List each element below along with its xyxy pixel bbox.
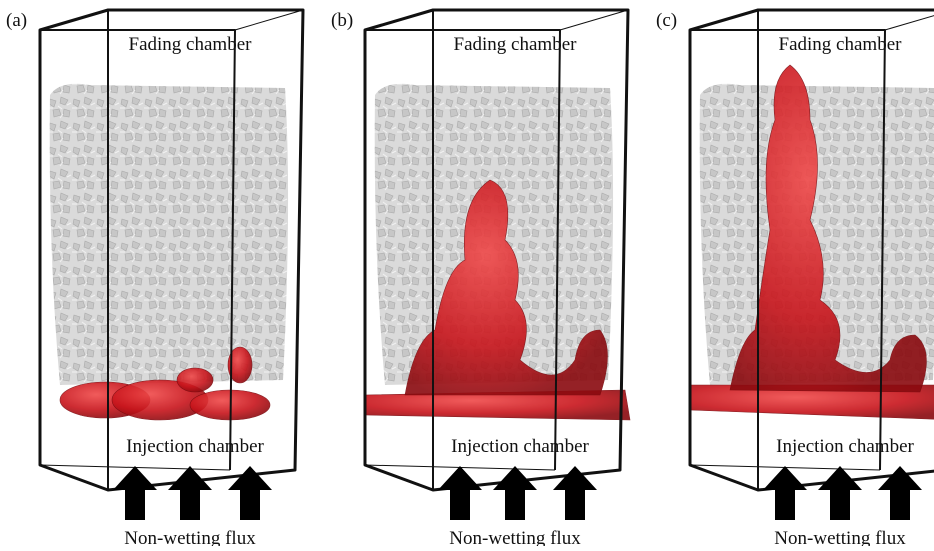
flux-label: Non-wetting flux bbox=[774, 528, 906, 546]
flux-arrow bbox=[493, 466, 537, 520]
box-edge bbox=[560, 10, 628, 30]
flux-arrow bbox=[438, 466, 482, 520]
flux-arrow bbox=[818, 466, 862, 520]
flux-label: Non-wetting flux bbox=[124, 528, 256, 546]
panel-label: (b) bbox=[331, 10, 353, 31]
box-edge bbox=[885, 10, 934, 30]
flux-arrow bbox=[168, 466, 212, 520]
panel: (a) Fading chamber Injection chamber Non-we… bbox=[6, 10, 303, 546]
top-label: Fading chamber bbox=[454, 34, 578, 55]
flux-arrow bbox=[763, 466, 807, 520]
panel-label: (c) bbox=[656, 10, 677, 31]
panel: (c) Fading chamber Injection chamber Non-we… bbox=[656, 10, 934, 546]
bottom-label: Injection chamber bbox=[451, 436, 589, 457]
top-label: Fading chamber bbox=[779, 34, 903, 55]
flux-label: Non-wetting flux bbox=[449, 528, 581, 546]
non-wetting-phase bbox=[177, 368, 213, 392]
panel: (b) Fading chamber Injection chamber Non-we… bbox=[331, 10, 630, 546]
bottom-label: Injection chamber bbox=[126, 436, 264, 457]
bottom-label: Injection chamber bbox=[776, 436, 914, 457]
top-label: Fading chamber bbox=[129, 34, 253, 55]
box-edge bbox=[235, 10, 303, 30]
panel-label: (a) bbox=[6, 10, 27, 31]
flux-arrow bbox=[113, 466, 157, 520]
porous-medium bbox=[50, 84, 288, 385]
figure: (a) Fading chamber Injection chamber Non-we… bbox=[0, 0, 934, 546]
